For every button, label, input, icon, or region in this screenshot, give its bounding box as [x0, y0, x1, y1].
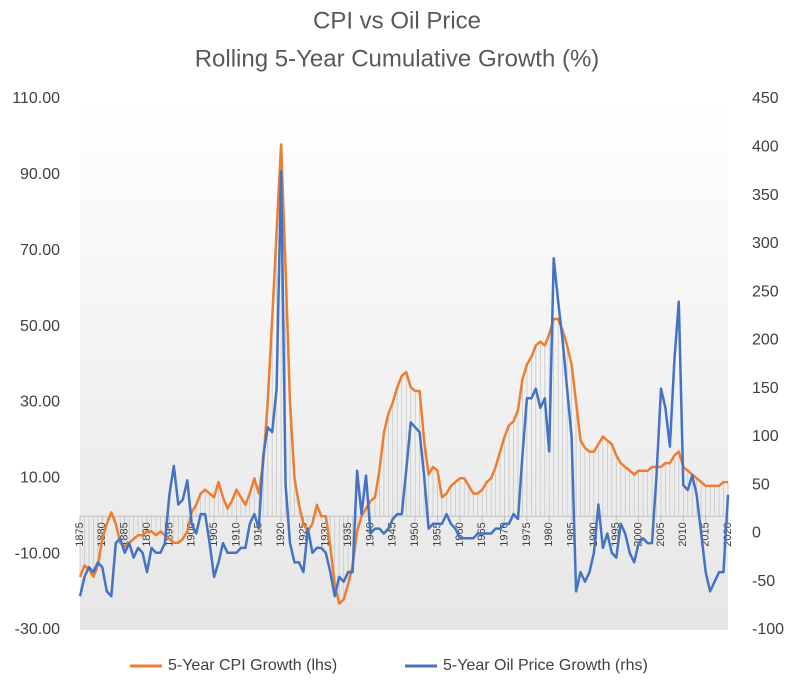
y-tick-label: 90.00 [20, 166, 60, 183]
x-tick-label: 1875 [74, 522, 86, 546]
y2-tick-label: 300 [752, 235, 779, 252]
x-tick-label: 1950 [409, 522, 421, 546]
x-tick-label: 2005 [655, 522, 667, 546]
legend-label: 5-Year CPI Growth (lhs) [168, 657, 337, 674]
x-tick-label: 1935 [342, 522, 354, 546]
y2-tick-label: 100 [752, 428, 779, 445]
y-tick-label: 110.00 [12, 90, 60, 107]
y2-tick-label: 400 [752, 138, 779, 155]
plot-background [80, 99, 728, 630]
y2-tick-label: 200 [752, 332, 779, 349]
y2-tick-label: 150 [752, 380, 779, 397]
y2-tick-label: 450 [752, 90, 779, 107]
y2-tick-label: 50 [752, 476, 770, 493]
y-tick-label: 30.00 [20, 394, 60, 411]
x-tick-label: 2010 [677, 522, 689, 546]
y-tick-label: -10.00 [15, 545, 60, 562]
x-tick-label: 1905 [208, 522, 220, 546]
y-tick-label: 50.00 [20, 318, 60, 335]
y-tick-label: 70.00 [20, 242, 60, 259]
x-tick-label: 1910 [230, 522, 242, 546]
series-line [78, 143, 728, 605]
y-tick-label: -30.00 [15, 621, 60, 638]
chart-subtitle: Rolling 5-Year Cumulative Growth (%) [195, 45, 600, 72]
y2-tick-label: 250 [752, 283, 779, 300]
y-tick-label: 10.00 [20, 470, 60, 487]
y2-tick-label: -50 [752, 573, 775, 590]
legend-label: 5-Year Oil Price Growth (rhs) [443, 657, 648, 674]
x-tick-label: 1915 [253, 522, 265, 546]
x-tick-label: 1980 [543, 522, 555, 546]
x-tick-label: 1970 [498, 522, 510, 546]
y2-tick-label: 350 [752, 187, 779, 204]
x-tick-label: 1955 [431, 522, 443, 546]
x-tick-label: 1920 [275, 522, 287, 546]
x-tick-label: 2020 [722, 522, 734, 546]
chart-title: CPI vs Oil Price [313, 7, 481, 34]
x-tick-label: 1960 [454, 522, 466, 546]
x-tick-label: 1975 [521, 522, 533, 546]
series-line [78, 170, 730, 598]
x-tick-label: 1890 [141, 522, 153, 546]
y2-tick-label: 0 [752, 525, 761, 542]
y2-tick-label: -100 [752, 621, 784, 638]
